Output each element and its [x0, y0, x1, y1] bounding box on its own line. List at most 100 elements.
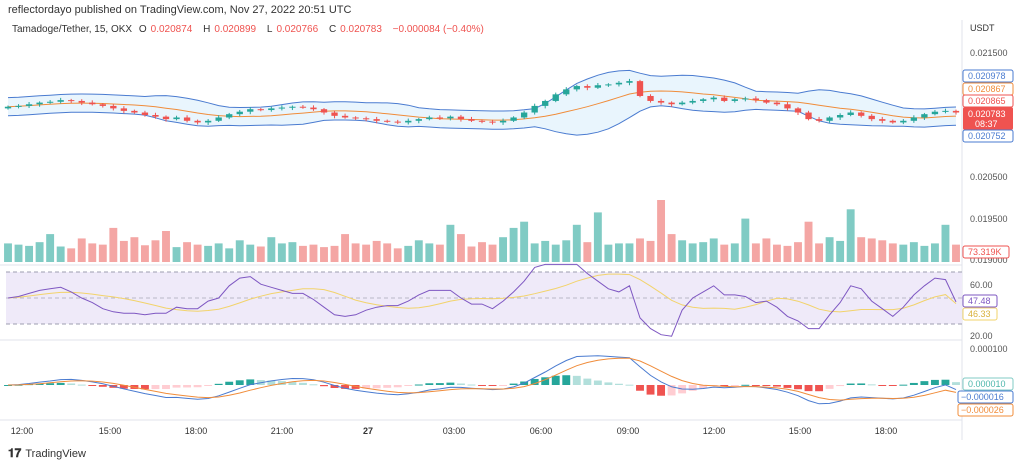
volume-bar	[162, 231, 170, 262]
macd-histogram-bar	[888, 385, 897, 386]
candle-body	[299, 106, 307, 108]
volume-bar	[720, 244, 729, 262]
svg-text:0.000010: 0.000010	[968, 379, 1006, 389]
svg-text:−0.000026: −0.000026	[961, 405, 1004, 415]
volume-bar	[888, 243, 897, 262]
volume-bar	[214, 243, 223, 262]
candle-body	[531, 105, 538, 113]
volume-bar	[88, 243, 97, 262]
macd-histogram-bar	[298, 382, 307, 385]
macd-histogram-bar	[541, 377, 550, 385]
macd-histogram-bar	[488, 385, 497, 386]
tradingview-logo-icon: 𝟏𝟕	[8, 446, 22, 460]
volume-bar	[551, 244, 560, 262]
candle-body	[204, 120, 212, 123]
candle-body	[468, 119, 475, 121]
candle-body	[4, 106, 12, 109]
symbol-name[interactable]: Tamadoge/Tether, 15, OKX	[12, 24, 133, 35]
volume-bar	[920, 245, 929, 262]
high-value: H 0.020899	[203, 24, 257, 35]
macd-histogram-bar	[320, 385, 328, 387]
volume-bar	[130, 237, 139, 262]
volume-bar	[741, 218, 750, 262]
volume-bar	[583, 242, 592, 262]
volume-bar	[362, 244, 371, 262]
volume-bar	[267, 237, 276, 262]
candle-body	[647, 95, 654, 101]
volume-bar	[393, 248, 402, 262]
volume-bar	[425, 243, 434, 262]
volume-bar	[288, 242, 297, 262]
candle-body	[921, 114, 928, 118]
time-tick: 12:00	[11, 426, 34, 436]
candle-body	[657, 100, 665, 103]
macd-hist-label: 0.000010	[962, 377, 1014, 391]
macd-histogram-bar	[235, 380, 244, 385]
volume-bar	[762, 238, 771, 262]
macd-histogram-bar	[330, 385, 339, 389]
volume-bar	[446, 224, 455, 262]
candle-body	[194, 120, 201, 123]
volume-bar	[35, 242, 44, 262]
publish-header: reflectordayo published on TradingView.c…	[8, 4, 352, 16]
candle-body	[721, 97, 728, 101]
candle-body	[78, 100, 85, 103]
macd-histogram-bar	[467, 384, 476, 386]
volume-bar	[646, 240, 655, 262]
price-tick: 0.020500	[970, 172, 1008, 182]
macd-histogram-bar	[88, 385, 97, 386]
candle-body	[573, 86, 580, 90]
macd-line	[7, 355, 957, 405]
candle-body	[563, 89, 570, 95]
macd-label: −0.000016	[957, 390, 1014, 404]
volume-bar	[509, 227, 518, 262]
bb-lower-label: 0.020752	[962, 129, 1014, 143]
macd-histogram-bar	[183, 385, 192, 388]
macd-histogram-bar	[383, 385, 392, 388]
rsi-label: 47.48	[962, 294, 998, 308]
time-tick: 18:00	[875, 426, 898, 436]
volume-bar	[499, 237, 508, 262]
macd-histogram-bar	[4, 385, 12, 386]
volume-bar	[867, 238, 876, 262]
svg-text:0.020865: 0.020865	[968, 96, 1006, 106]
rsi-tick: 20.00	[970, 331, 993, 341]
macd-histogram-bar	[730, 385, 739, 386]
candle-body	[910, 117, 918, 121]
candle-body	[120, 108, 128, 111]
macd-histogram-bar	[246, 379, 255, 385]
candle-body	[331, 112, 338, 116]
candle-body	[836, 115, 844, 118]
macd-histogram-bar	[225, 381, 234, 385]
macd-histogram-bar	[952, 382, 960, 385]
bb-upper-label: 0.020978	[962, 69, 1014, 83]
volume-bar	[783, 245, 792, 262]
macd-histogram-bar	[804, 385, 813, 392]
macd-histogram-bar	[478, 385, 486, 386]
volume-bar	[298, 245, 307, 262]
change-value: −0.000084 (−0.40%)	[392, 24, 484, 35]
volume-bar	[530, 243, 539, 262]
volume-bar	[478, 242, 486, 262]
macd-histogram-bar	[140, 385, 149, 390]
candle-body	[826, 117, 833, 121]
candle-body	[373, 119, 380, 121]
macd-histogram-bar	[783, 385, 792, 388]
volume-bar	[657, 200, 666, 262]
volume-bar	[414, 240, 423, 262]
candle-body	[815, 119, 823, 121]
candle-body	[131, 110, 138, 113]
volume-bar	[4, 243, 12, 262]
candle-body	[868, 115, 875, 120]
candle-body	[889, 120, 896, 123]
candle-body	[615, 82, 623, 85]
macd-histogram-bar	[930, 379, 939, 385]
macd-histogram	[4, 375, 960, 396]
volume-bar	[320, 247, 328, 262]
volume-bar	[435, 244, 444, 262]
volume-bar	[941, 224, 950, 262]
candle-body	[594, 85, 602, 88]
macd-histogram-bar	[288, 381, 297, 385]
tradingview-footer: 𝟏𝟕 TradingView	[8, 446, 86, 461]
